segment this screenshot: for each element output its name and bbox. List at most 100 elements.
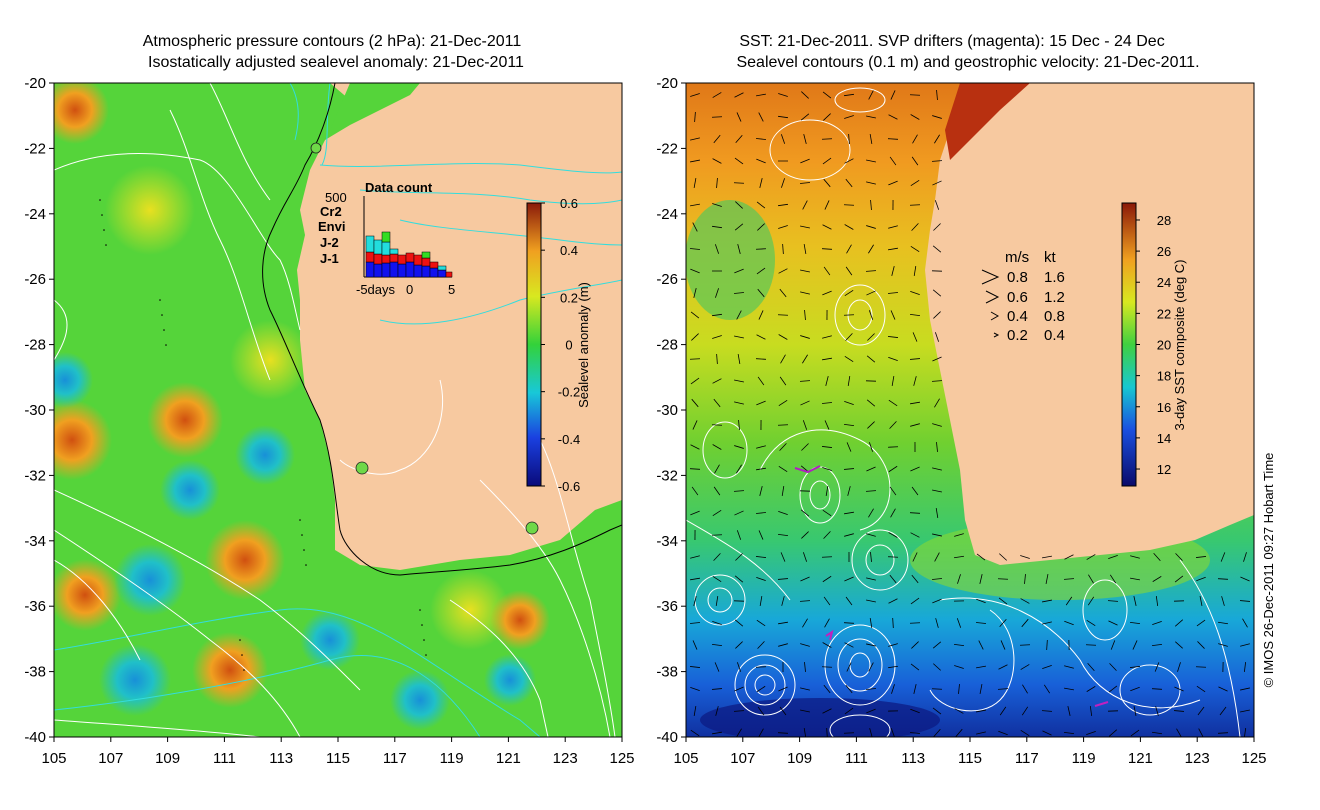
anomaly-cool [484,654,536,706]
velocity-arrow [843,93,855,97]
velocity-arrow [933,729,941,737]
legend-envi: Envi [318,219,345,234]
velocity-arrow [845,178,853,188]
velocity-arrow [799,380,811,382]
velocity-arrow [891,684,895,694]
velocity-arrow [779,706,787,716]
velocity-arrow [1042,621,1052,625]
velocity-arrow [780,354,786,364]
velocity-arrow [1151,688,1163,690]
velocity-arrow [867,421,875,429]
credit-line: © IMOS 26-Dec-2011 09:27 Hobart Time [1261,453,1276,688]
velocity-arrow [690,268,700,274]
x-tick-label: 113 [269,750,293,767]
velocity-arrow [822,224,832,230]
velocity-arrow [800,400,810,406]
y-tick-label: -28 [656,337,678,354]
velocity-arrow [690,137,700,141]
velocity-arrow [910,114,920,120]
velocity-arrow [847,375,851,387]
velocity-arrow [910,245,920,253]
velocity-arrow [713,398,721,408]
velocity-arrow [866,159,876,163]
velocity-arrow [999,553,1007,561]
velocity-arrow [978,640,984,650]
velocity-arrow [756,467,766,471]
velocity-arrow [888,465,898,473]
anomaly-warm [192,632,268,708]
velocity-arrow [1217,621,1229,625]
velocity-arrow [976,731,986,735]
velocity-arrow [777,115,789,119]
x-tick-label: 105 [41,750,66,767]
velocity-arrow [1022,684,1028,694]
velocity-arrow [800,687,810,691]
velocity-arrow [889,486,897,496]
y-tick-label: -24 [24,206,46,223]
legend-row-4-ms: 0.2 [1007,327,1028,344]
legend-row-1-kt: 1.6 [1044,269,1065,286]
velocity-arrow [1240,643,1250,647]
velocity-arrow [800,643,810,647]
velocity-arrow [757,706,765,716]
velocity-arrow [957,574,961,584]
colorbar-tick-label: 0.4 [560,243,578,258]
velocity-arrow [1243,661,1247,673]
colorbar-tick-label: 18 [1157,369,1171,384]
velocity-arrow [1240,576,1250,582]
left-map-panel: Atmospheric pressure contours (2 hPa): 2… [24,33,634,767]
velocity-arrow [712,203,722,207]
velocity-arrow [822,642,832,648]
velocity-arrow [711,313,723,317]
velocity-arrow [909,732,921,734]
velocity-arrow [734,335,744,339]
velocity-arrow [692,420,698,430]
velocity-arrow [689,666,701,668]
velocity-arrow [712,731,722,735]
velocity-arrow [800,509,810,517]
velocity-arrow [958,683,960,695]
velocity-arrow [712,509,722,517]
velocity-arrow [867,333,875,341]
velocity-arrow [823,684,831,694]
velocity-arrow [843,468,855,470]
velocity-arrow [804,661,806,673]
x-tick-label: 111 [213,750,236,767]
velocity-arrow [932,423,942,427]
x-tick-label: 117 [383,750,407,767]
velocity-arrow [912,332,918,342]
arrow-0-6 [985,290,1000,304]
velocity-arrow [866,355,876,363]
velocity-arrow [932,180,942,186]
colorbar-tick-label: 24 [1157,275,1171,290]
velocity-arrow [1153,553,1161,561]
x-tick-label: 109 [155,750,180,767]
velocity-arrow [999,706,1007,716]
velocity-arrow [979,574,983,584]
velocity-arrow [759,486,763,496]
velocity-arrow [865,490,877,492]
x-tick-label: 115 [958,750,982,767]
velocity-arrow [821,402,833,404]
colorbar-tick-label: 14 [1157,431,1171,446]
arrow-0-4 [990,311,1000,321]
velocity-arrow [1046,639,1048,651]
velocity-arrow [711,644,723,646]
velocity-arrow [911,486,919,496]
velocity-arrow [799,600,811,602]
velocity-arrow [887,665,899,669]
velocity-arrow [779,376,787,386]
right-title-line1: SST: 21-Dec-2011. SVP drifters (magenta)… [739,33,1164,50]
velocity-arrow [976,665,986,669]
velocity-arrow [802,420,808,430]
velocity-arrow [800,335,810,339]
velocity-arrow [975,622,987,624]
velocity-arrow [910,401,920,405]
velocity-arrow [868,90,874,100]
colorbar-tick-label: 0.6 [560,196,578,211]
velocity-arrow [868,244,874,254]
velocity-arrow [822,509,832,517]
velocity-arrow [713,134,721,144]
velocity-arrow [910,597,920,605]
anomaly-warm [54,400,112,480]
